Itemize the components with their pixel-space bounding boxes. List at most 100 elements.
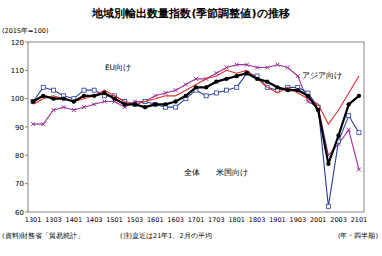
point xyxy=(316,108,320,112)
point xyxy=(336,133,340,137)
y-tick-label: 80 xyxy=(15,152,24,160)
point xyxy=(235,85,239,89)
point xyxy=(255,77,259,81)
point xyxy=(214,71,218,75)
point xyxy=(357,131,361,135)
x-tick-label: 1501 xyxy=(106,216,123,224)
point xyxy=(245,63,249,67)
point xyxy=(92,102,96,106)
point xyxy=(225,66,229,70)
point xyxy=(61,96,65,100)
point xyxy=(286,66,290,70)
point xyxy=(123,102,127,106)
x-tick-label: 1803 xyxy=(249,216,266,224)
note: (注)直近は21年1、2月の平均 xyxy=(120,232,212,240)
x-tick-label: 1903 xyxy=(290,216,307,224)
point xyxy=(296,74,300,78)
point xyxy=(82,94,86,98)
x-axis-label: (年・四半期) xyxy=(338,232,378,240)
y-tick xyxy=(25,70,28,71)
title: 地域別輸出数量指数(季節調整値)の推移 xyxy=(91,7,289,20)
point xyxy=(326,162,330,166)
point xyxy=(347,102,351,106)
y-tick-label: 90 xyxy=(15,124,24,132)
point xyxy=(255,66,259,70)
plot-area xyxy=(31,63,361,209)
point xyxy=(194,77,198,81)
series-label: EU向け xyxy=(105,63,131,72)
point xyxy=(245,71,249,75)
point xyxy=(225,88,229,92)
x-tick-label: 1801 xyxy=(228,216,245,224)
point xyxy=(62,105,66,109)
point xyxy=(235,74,239,78)
x-tick-label: 1503 xyxy=(127,216,144,224)
y-tick xyxy=(25,212,28,213)
point xyxy=(174,88,178,92)
y-axis-label: (2015年=100) xyxy=(2,27,48,35)
x-tick-label: 1403 xyxy=(86,216,103,224)
point xyxy=(326,204,330,208)
y-tick xyxy=(25,183,28,184)
point xyxy=(275,63,279,67)
plot-frame xyxy=(28,42,364,212)
point xyxy=(153,102,157,106)
point xyxy=(51,96,55,100)
point xyxy=(306,94,310,98)
point xyxy=(296,88,300,92)
point xyxy=(41,94,45,98)
point xyxy=(235,63,239,67)
point xyxy=(184,94,188,98)
point xyxy=(82,105,86,109)
point xyxy=(102,91,106,95)
point xyxy=(275,85,279,89)
point xyxy=(357,168,361,172)
point xyxy=(194,85,198,89)
x-tick-label: 2003 xyxy=(330,216,347,224)
x-tick-label: 1401 xyxy=(66,216,83,224)
point xyxy=(224,77,228,81)
point xyxy=(92,94,96,98)
point xyxy=(173,99,177,103)
point xyxy=(51,88,55,92)
point xyxy=(245,71,249,75)
point xyxy=(285,88,289,92)
y-tick xyxy=(25,155,28,156)
point xyxy=(204,94,208,98)
series-line xyxy=(33,73,359,206)
point xyxy=(31,100,35,104)
point xyxy=(153,94,157,98)
point xyxy=(72,108,76,112)
y-tick-label: 110 xyxy=(11,67,24,75)
point xyxy=(265,66,269,70)
point xyxy=(31,99,35,103)
series-label: アジア向け xyxy=(302,71,342,80)
y-tick-label: 100 xyxy=(11,95,24,103)
point xyxy=(112,96,116,100)
point xyxy=(31,122,35,126)
point xyxy=(41,122,45,126)
y-tick xyxy=(25,42,28,43)
point xyxy=(51,108,55,112)
point xyxy=(133,102,137,106)
point xyxy=(357,94,361,98)
x-tick-label: 1703 xyxy=(208,216,225,224)
point xyxy=(72,99,76,103)
point xyxy=(133,102,137,106)
point xyxy=(92,88,96,92)
point xyxy=(153,102,157,106)
point xyxy=(163,91,167,95)
y-tick xyxy=(25,98,28,99)
x-tick-label: 1601 xyxy=(147,216,164,224)
x-tick-label: 2101 xyxy=(351,216,368,224)
y-tick-label: 60 xyxy=(15,209,24,217)
series-line xyxy=(33,65,359,170)
point xyxy=(143,105,147,109)
chart: 地域別輸出数量指数(季節調整値)の推移(2015年=100)6070809010… xyxy=(0,0,382,256)
point xyxy=(306,100,310,104)
series-label: 全体 xyxy=(184,168,200,177)
x-tick-label: 2001 xyxy=(310,216,327,224)
series-line xyxy=(33,73,359,164)
point xyxy=(214,91,218,95)
x-tick-label: 1901 xyxy=(269,216,286,224)
